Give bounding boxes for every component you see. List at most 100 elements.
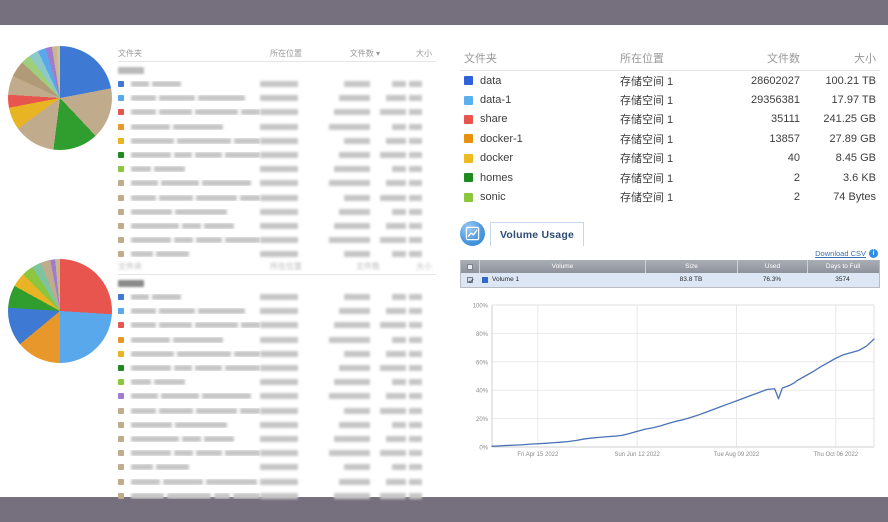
table-row[interactable]	[118, 489, 436, 503]
column-header-files[interactable]: 文件数 ▾	[349, 49, 380, 58]
redacted-text	[131, 294, 149, 301]
cell-files	[318, 322, 370, 329]
redacted-text	[334, 492, 370, 499]
column-header-used[interactable]: Used	[737, 260, 807, 273]
cell-location	[260, 379, 318, 386]
row-checkbox[interactable]	[461, 277, 479, 284]
table-row[interactable]	[118, 460, 436, 474]
table-row[interactable]	[118, 347, 436, 361]
table-row[interactable]	[118, 446, 436, 460]
cell-location	[260, 478, 318, 485]
table-row[interactable]	[118, 318, 436, 332]
table-row[interactable]	[118, 176, 436, 190]
redacted-text	[131, 464, 153, 471]
redacted-text	[167, 492, 211, 499]
folder-color-swatch	[118, 95, 124, 102]
redacted-text	[409, 152, 422, 159]
cell-location	[260, 336, 318, 343]
cell-folder-label: docker	[480, 152, 514, 165]
redacted-text	[409, 478, 422, 485]
table-row[interactable]: share 存储空间 1 35111 241.25 GB	[460, 110, 880, 129]
table-row[interactable]: docker 存储空间 1 40 8.45 GB	[460, 149, 880, 168]
table-row[interactable]	[118, 432, 436, 446]
redacted-text	[386, 222, 406, 229]
table-row[interactable]	[118, 77, 436, 91]
table-row[interactable]	[118, 333, 436, 347]
cell-location	[260, 166, 318, 173]
redacted-text	[260, 166, 298, 173]
redacted-text	[195, 365, 223, 372]
folder-color-swatch	[464, 192, 473, 202]
cell-location	[260, 251, 318, 258]
redacted-text	[173, 336, 223, 343]
column-header-location-2[interactable]: 所在位置	[270, 262, 302, 271]
info-icon[interactable]: i	[869, 249, 878, 258]
cell-location	[260, 350, 318, 357]
table-row[interactable]: data 存储空间 1 28602027 100.21 TB	[460, 71, 880, 90]
table-row[interactable]	[118, 247, 436, 261]
folder-color-swatch	[118, 464, 124, 471]
column-header-folder[interactable]: 文件夹	[118, 49, 142, 58]
redacted-text	[386, 478, 406, 485]
redacted-text	[131, 152, 172, 159]
table-row[interactable]	[118, 105, 436, 119]
column-header-size-2[interactable]: 大小	[416, 262, 432, 271]
table-row[interactable]: Volume 1 83.8 TB 76.3% 3574	[461, 273, 879, 287]
table-row[interactable]: sonic 存储空间 1 2 74 Bytes	[460, 187, 880, 206]
table-row[interactable]	[118, 233, 436, 247]
redacted-text	[161, 180, 199, 187]
chart-line-icon	[460, 221, 485, 246]
cell-folder	[118, 95, 260, 102]
column-header-days-to-full[interactable]: Days to Full	[807, 260, 878, 273]
redacted-text	[198, 95, 245, 102]
redacted-text	[380, 365, 406, 372]
table-row[interactable]: homes 存储空间 1 2 3.6 KB	[460, 168, 880, 187]
column-header-volume[interactable]: Volume	[479, 260, 645, 273]
table-row[interactable]	[118, 91, 436, 105]
redacted-text	[131, 308, 156, 315]
table-row[interactable]	[118, 162, 436, 176]
table-row[interactable]	[118, 290, 436, 304]
column-header-location[interactable]: 所在位置	[620, 52, 664, 65]
y-axis-tick-label: 80%	[476, 332, 489, 338]
table-row[interactable]	[118, 474, 436, 488]
table-row[interactable]	[118, 375, 436, 389]
cell-folder	[118, 123, 260, 130]
redacted-text	[131, 81, 149, 88]
table-row[interactable]	[118, 205, 436, 219]
redacted-text	[131, 180, 158, 187]
table-row[interactable]	[118, 148, 436, 162]
redacted-text	[182, 222, 201, 229]
table-row[interactable]	[118, 389, 436, 403]
table-row[interactable]: data-1 存储空间 1 29356381 17.97 TB	[460, 90, 880, 109]
column-header-folder[interactable]: 文件夹	[464, 52, 497, 65]
column-header-size[interactable]: 大小	[854, 52, 876, 65]
table-row[interactable]: docker-1 存储空间 1 13857 27.89 GB	[460, 129, 880, 148]
column-header-folder-2[interactable]: 文件夹	[118, 262, 142, 271]
download-csv-link[interactable]: Download CSV	[815, 249, 866, 258]
window-chrome-bottom	[0, 497, 888, 522]
cell-size	[370, 81, 422, 88]
select-all-checkbox[interactable]	[461, 260, 479, 273]
table-row[interactable]	[118, 361, 436, 375]
table-row[interactable]	[118, 418, 436, 432]
table-row[interactable]	[118, 120, 436, 134]
cell-folder	[118, 180, 260, 187]
table-row[interactable]	[118, 404, 436, 418]
table-row[interactable]	[118, 191, 436, 205]
column-header-size[interactable]: Size	[645, 260, 737, 273]
column-header-files-2[interactable]: 文件数	[356, 262, 380, 271]
column-header-location[interactable]: 所在位置	[270, 49, 302, 58]
redacted-text	[392, 336, 406, 343]
table-row[interactable]	[118, 219, 436, 233]
column-header-files[interactable]: 文件数	[767, 52, 800, 65]
redacted-text	[159, 95, 195, 102]
cell-size	[370, 336, 422, 343]
table-row[interactable]	[118, 304, 436, 318]
cell-size	[370, 123, 422, 130]
column-header-size[interactable]: 大小	[416, 49, 432, 58]
tab-volume-usage[interactable]: Volume Usage	[490, 222, 584, 246]
cell-folder	[118, 166, 260, 173]
table-row[interactable]	[118, 134, 436, 148]
